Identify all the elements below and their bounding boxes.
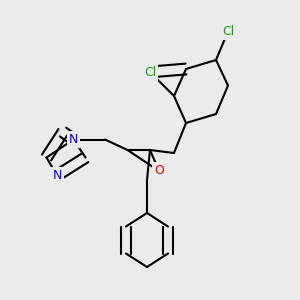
Text: O: O xyxy=(154,164,164,178)
Text: N: N xyxy=(52,169,62,182)
Text: N: N xyxy=(69,133,78,146)
Text: Cl: Cl xyxy=(144,65,156,79)
Text: Cl: Cl xyxy=(222,25,234,38)
